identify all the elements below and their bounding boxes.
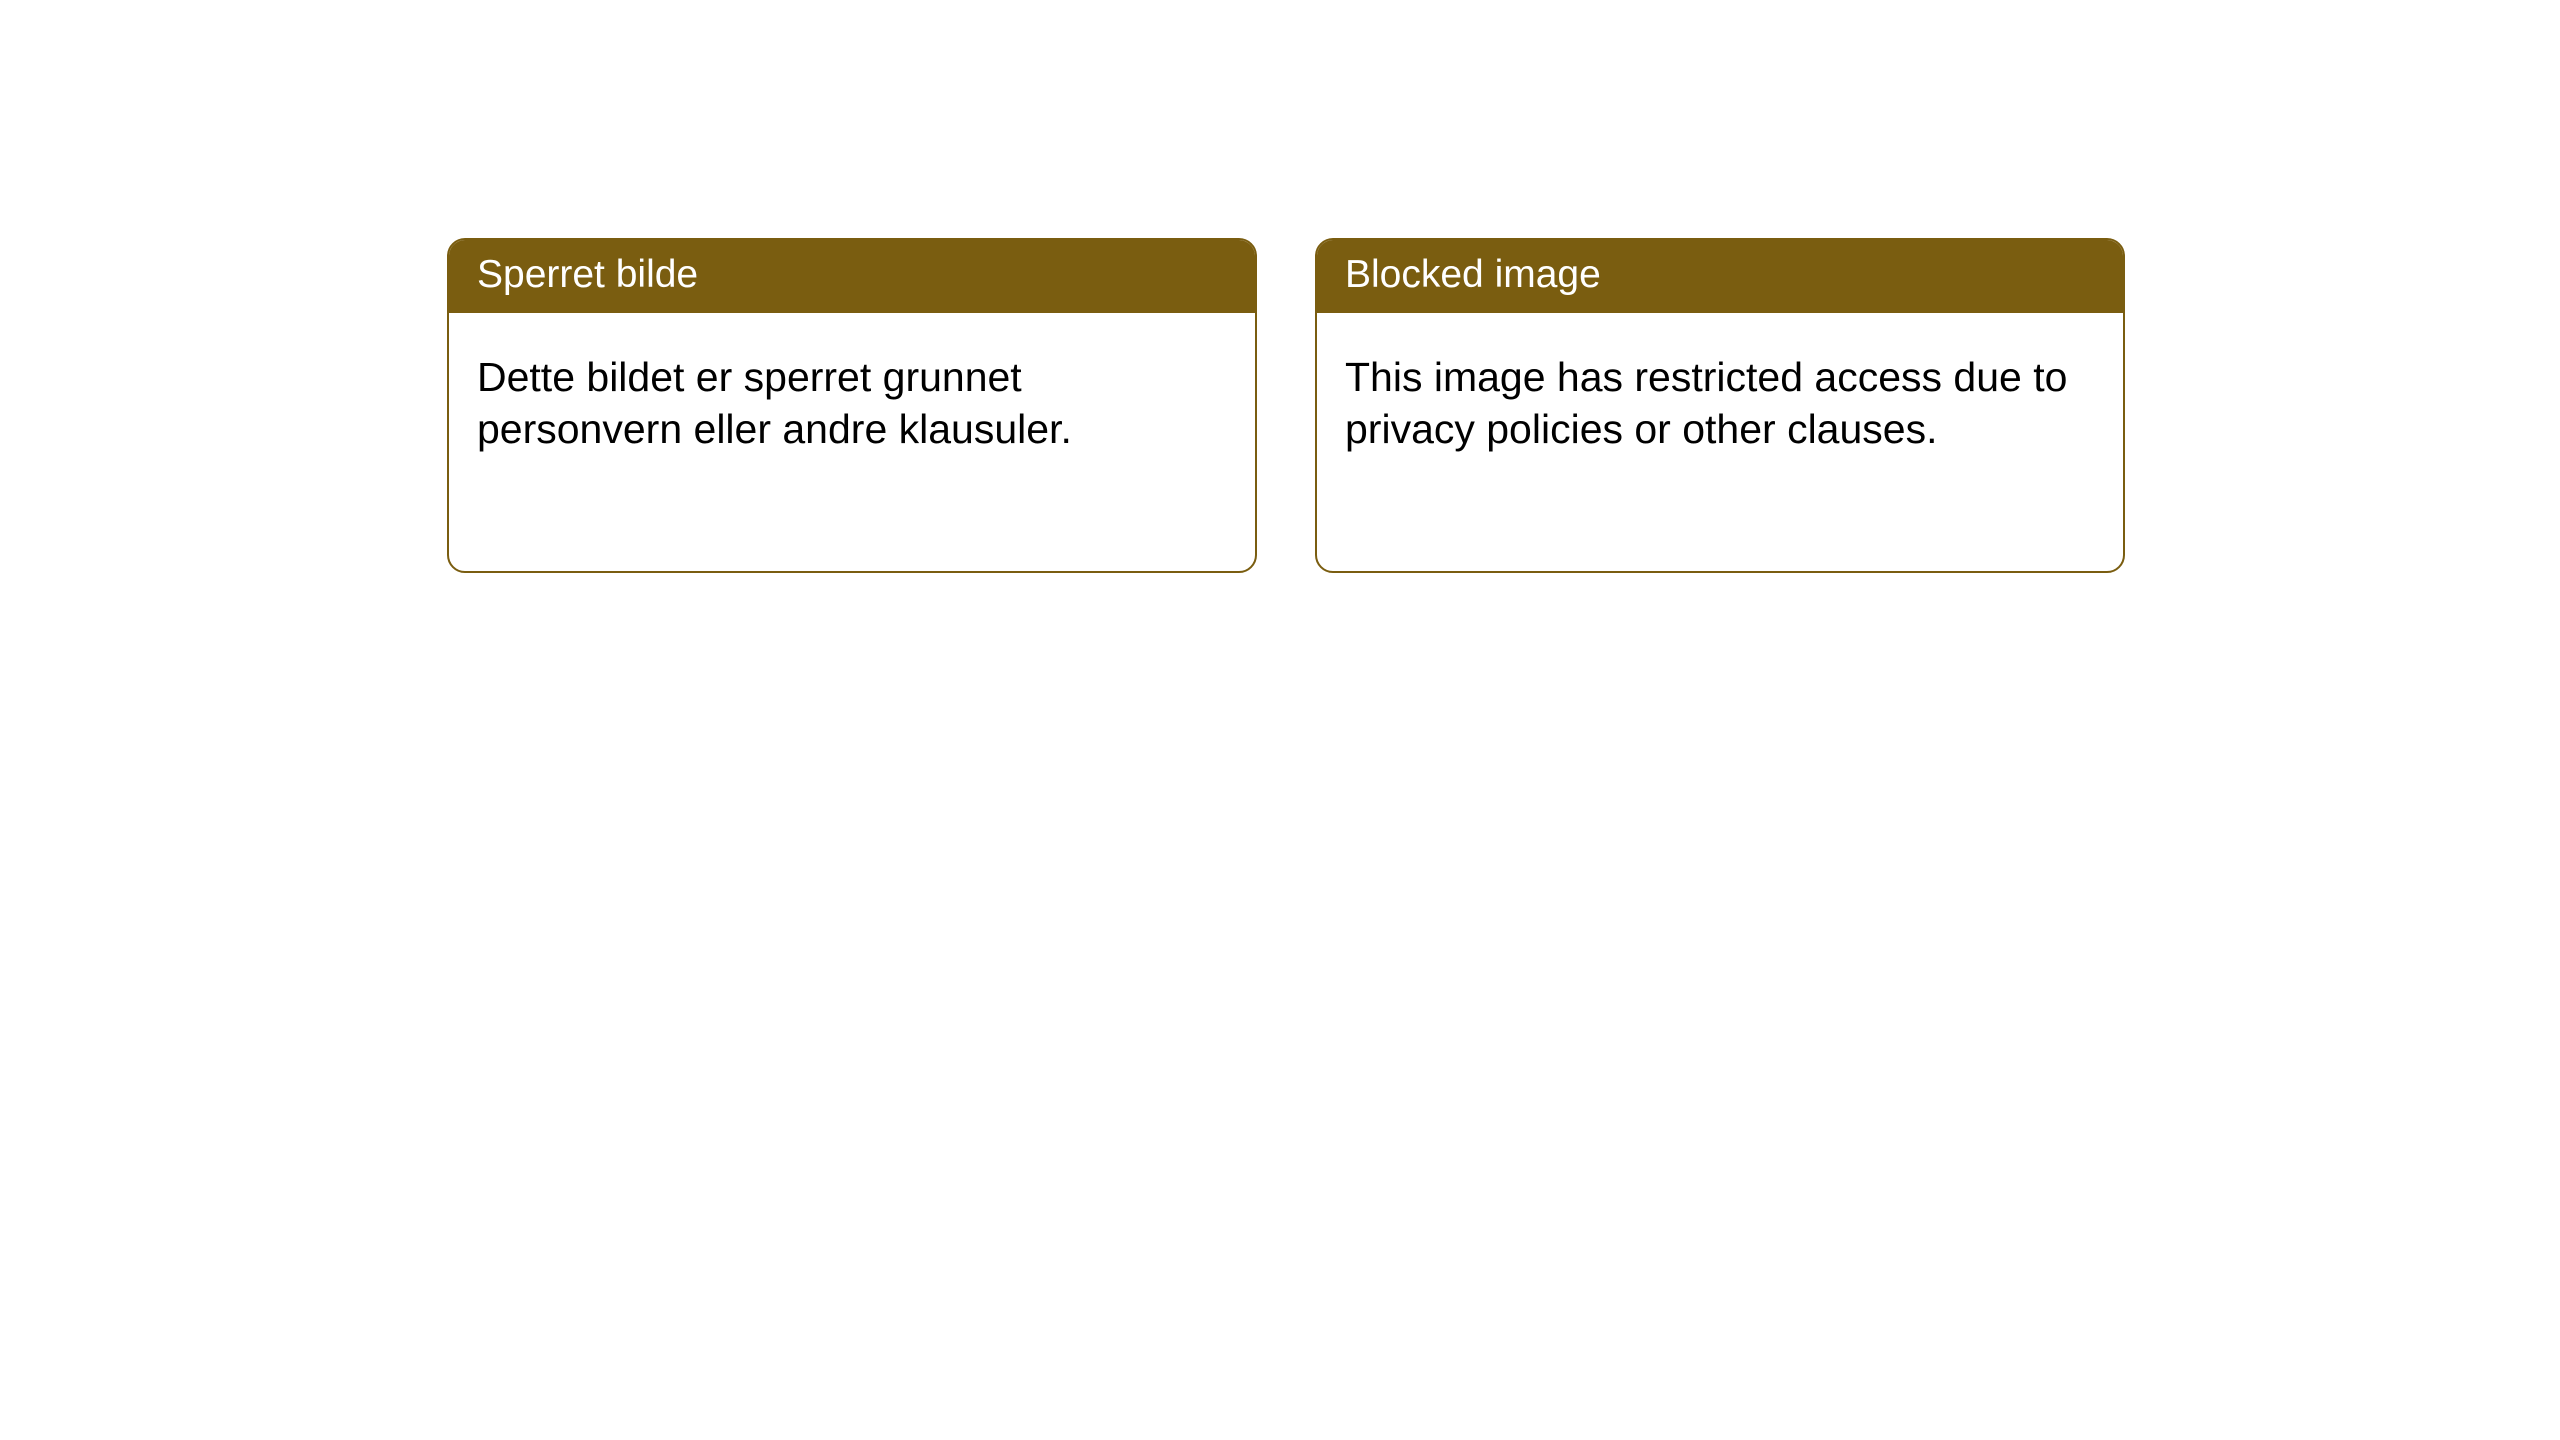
notice-card-english: Blocked image This image has restricted … [1315,238,2125,573]
notice-card-title: Sperret bilde [449,240,1255,313]
notice-card-norwegian: Sperret bilde Dette bildet er sperret gr… [447,238,1257,573]
notice-cards-container: Sperret bilde Dette bildet er sperret gr… [447,238,2125,573]
notice-card-title: Blocked image [1317,240,2123,313]
notice-card-body: Dette bildet er sperret grunnet personve… [449,313,1255,494]
notice-card-body: This image has restricted access due to … [1317,313,2123,494]
